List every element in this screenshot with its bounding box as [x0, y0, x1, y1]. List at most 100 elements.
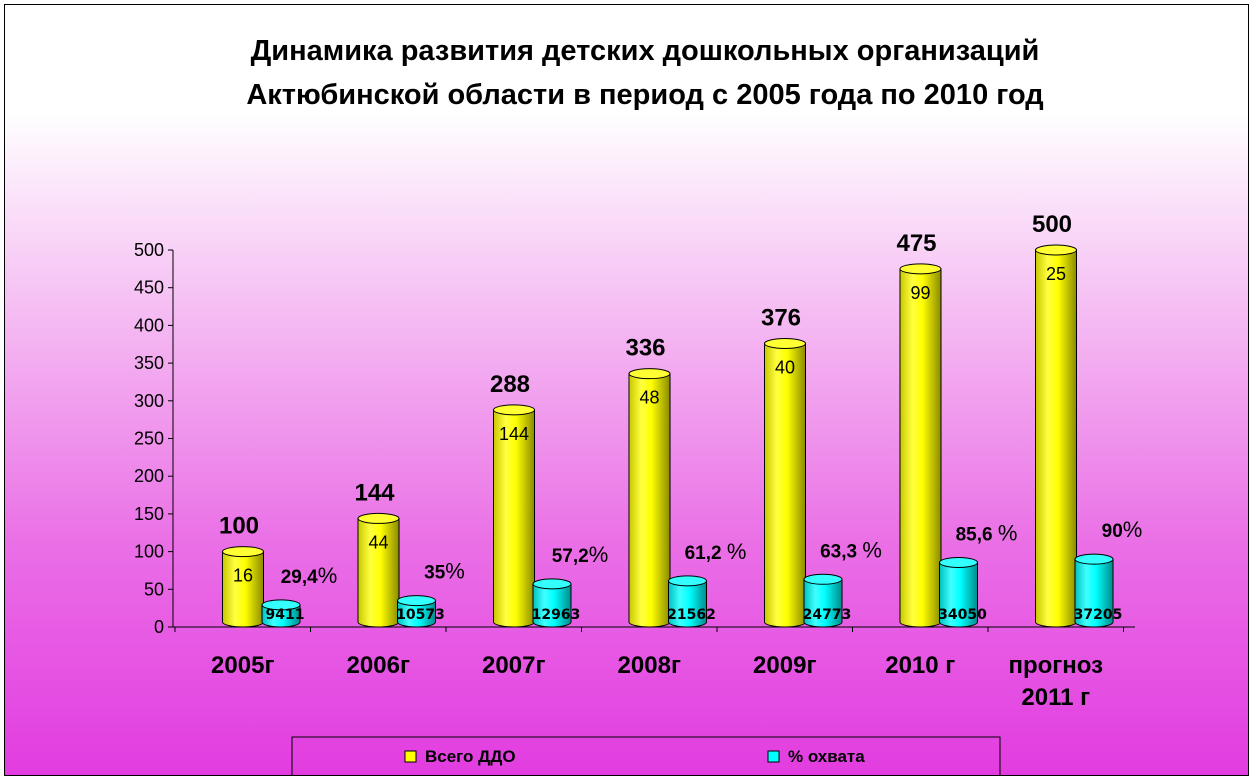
- bar-coverage-body: [939, 561, 978, 628]
- coverage-percent-label: 63,3 %: [820, 537, 882, 562]
- bar-total: [1035, 244, 1077, 628]
- chart-title-line: Динамика развития детских дошкольных орг…: [251, 35, 1040, 67]
- x-axis-labels: 2005г 2006г 2007г 2008г 2009г 2010 г прогноз 20…: [211, 652, 1103, 711]
- x-category-label: 2008г: [618, 652, 681, 679]
- bar-total-body: [764, 342, 806, 628]
- bar-coverage-body: [1074, 558, 1114, 628]
- bar-coverage-cap: [1074, 553, 1114, 565]
- coverage-percent-label: 35%: [424, 559, 465, 584]
- coverage-count-label: 37205: [1074, 607, 1123, 623]
- x-category-label: 2007г: [482, 652, 545, 679]
- legend-label: % охвата: [788, 747, 865, 766]
- bar-coverage: [1074, 553, 1114, 628]
- legend-label: Всего ДДО: [425, 747, 516, 766]
- x-category-label: 2005г: [211, 652, 274, 679]
- x-category-label: 2006г: [347, 652, 410, 679]
- chart-frame: Динамика развития детских дошкольных орг…: [4, 4, 1249, 776]
- coverage-percent-label: 57,2%: [552, 542, 609, 567]
- y-tick-label: 50: [144, 579, 164, 599]
- y-tick-label: 150: [134, 504, 164, 524]
- bar-coverage: [532, 578, 572, 628]
- coverage-count-label: 12963: [532, 607, 581, 623]
- y-tick-label: 100: [134, 542, 164, 562]
- chart-title-line: Актюбинской области в период с 2005 года…: [246, 79, 1043, 111]
- bar-coverage-body: [668, 580, 707, 628]
- bar-inner-label: 25: [1046, 264, 1066, 284]
- total-value-label: 100: [219, 513, 259, 540]
- bar-coverage: [261, 599, 301, 628]
- y-tick-label: 200: [134, 466, 164, 486]
- chart: Динамика развития детских дошкольных орг…: [134, 35, 1142, 775]
- y-tick-label: 450: [134, 278, 164, 298]
- total-value-label: 288: [490, 371, 530, 398]
- y-tick-label: 350: [134, 353, 164, 373]
- bar-coverage: [939, 556, 978, 628]
- legend: Всего ДДО % охвата: [291, 736, 1001, 775]
- bar-total-body: [1035, 249, 1077, 628]
- y-tick-label: 0: [154, 617, 164, 637]
- total-value-label: 144: [354, 479, 395, 506]
- legend-swatch: [767, 750, 780, 763]
- coverage-percent-label: 90%: [1102, 517, 1143, 542]
- bar-total: [222, 546, 264, 628]
- bar-total: [628, 368, 671, 628]
- legend-box: [291, 736, 1001, 775]
- bar-total: [357, 512, 400, 628]
- bar-coverage-body: [803, 578, 843, 628]
- y-axis: 0 50 100 150 200 250 300 350 400 450 500: [134, 240, 1135, 637]
- bar-total-cap: [628, 368, 671, 380]
- total-value-label: 475: [896, 230, 936, 257]
- chart-title: Динамика развития детских дошкольных орг…: [246, 35, 1043, 111]
- data-labels: 100 16 9411 29,4% 144 44 10573 35% 288 144 12963 57…: [219, 211, 1142, 623]
- bar-total-body: [899, 268, 942, 628]
- bar-total: [764, 337, 806, 628]
- bar-coverage-cap: [803, 573, 843, 585]
- bar-coverage-cap: [532, 578, 572, 590]
- coverage-percent-label: 29,4%: [281, 563, 338, 588]
- bar-coverage-cap: [668, 575, 707, 587]
- x-category-label: 2009г: [753, 652, 816, 679]
- y-tick-label: 250: [134, 429, 164, 449]
- x-category-label: 2011 г: [1021, 684, 1090, 711]
- bar-inner-label: 144: [499, 424, 529, 444]
- coverage-count-label: 24773: [803, 607, 852, 623]
- coverage-count-label: 21562: [667, 607, 716, 623]
- total-value-label: 336: [625, 335, 665, 362]
- bar-total-cap: [222, 546, 264, 558]
- bar-total: [493, 404, 535, 628]
- total-value-label: 500: [1032, 211, 1072, 238]
- y-tick-label: 500: [134, 240, 164, 260]
- coverage-percent-label: 85,6 %: [956, 520, 1018, 545]
- legend-swatch: [404, 750, 417, 763]
- bar-coverage: [803, 573, 843, 628]
- coverage-count-label: 9411: [266, 607, 305, 623]
- bar-coverage-body: [532, 583, 572, 628]
- bar-coverage: [668, 575, 707, 628]
- bar-coverage: [397, 595, 436, 628]
- y-tick-label: 300: [134, 391, 164, 411]
- coverage-percent-label: 61,2 %: [685, 539, 747, 564]
- bar-total-cap: [1035, 244, 1077, 256]
- bar-coverage-cap: [261, 599, 301, 611]
- bar-inner-label: 40: [775, 357, 795, 377]
- bar-inner-label: 44: [368, 532, 388, 552]
- coverage-count-label: 34050: [938, 607, 987, 623]
- bar-total-cap: [493, 404, 535, 416]
- x-category-label: прогноз: [1008, 652, 1103, 679]
- bar-total-cap: [899, 263, 942, 275]
- bar-total-cap: [357, 512, 400, 524]
- bar-inner-label: 48: [639, 388, 659, 408]
- total-value-label: 376: [761, 304, 801, 331]
- bar-inner-label: 99: [910, 283, 930, 303]
- bar-coverage-cap: [397, 595, 436, 607]
- bar-total-body: [628, 373, 671, 628]
- x-category-label: 2010 г: [885, 652, 955, 679]
- bar-total-cap: [764, 337, 806, 349]
- bar-total: [899, 263, 942, 628]
- bar-coverage-cap: [939, 556, 978, 568]
- bars: [222, 244, 1114, 628]
- bar-coverage-body: [397, 600, 436, 628]
- bar-inner-label: 16: [233, 566, 253, 586]
- bar-total-body: [222, 551, 264, 628]
- bar-coverage-body: [261, 604, 301, 628]
